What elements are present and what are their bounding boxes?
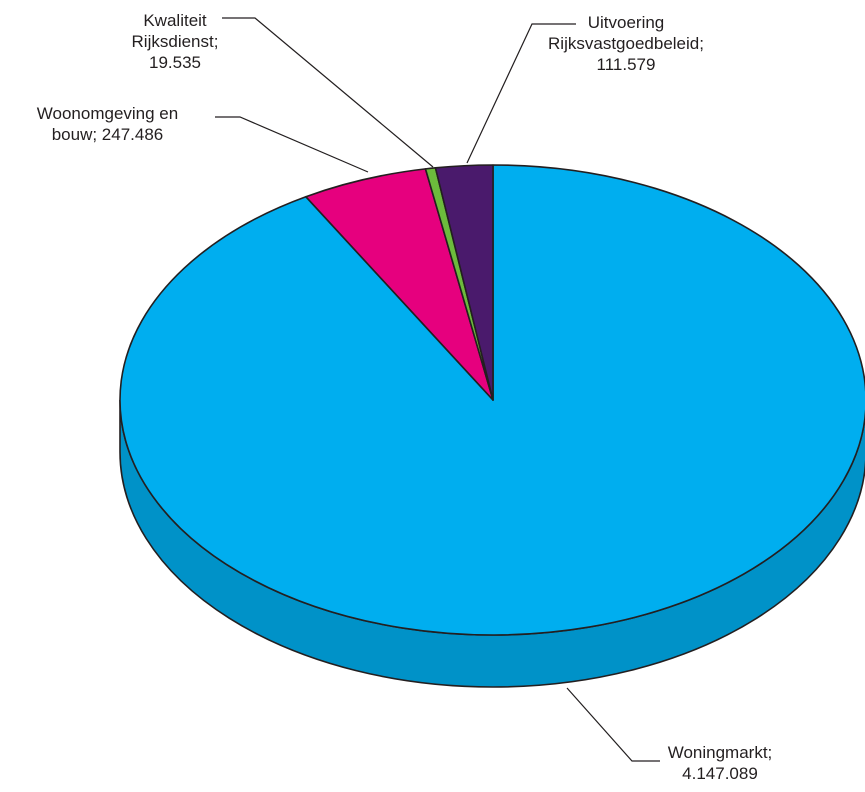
label-kwaliteit-rijksdienst: Kwaliteit Rijksdienst; 19.535 — [115, 10, 235, 73]
label-woningmarkt-line1: Woningmarkt; — [667, 743, 773, 762]
label-woonomgeving-en-bouw: Woonomgeving en bouw; 247.486 — [0, 103, 215, 145]
label-kwaliteit-line2: Rijksdienst; — [131, 32, 219, 51]
leader-woningmarkt — [566, 687, 660, 762]
label-woonomgeving-line1: Woonomgeving en — [36, 104, 179, 123]
pie-top-slices — [119, 164, 865, 636]
label-woningmarkt-value: 4.147.089 — [682, 764, 758, 783]
label-uitvoering-rijksvastgoedbeleid: Uitvoering Rijksvastgoedbeleid; 111.579 — [516, 12, 736, 75]
pie-slice-3 — [434, 164, 494, 401]
label-kwaliteit-value: 19.535 — [149, 53, 201, 72]
label-woonomgeving-line2: bouw; 247.486 — [51, 125, 164, 144]
leader-kwaliteit — [222, 17, 434, 168]
leader-lines — [215, 17, 660, 762]
leader-woonomgeving — [215, 116, 369, 173]
label-uitvoering-value: 111.579 — [596, 55, 656, 74]
label-kwaliteit-line1: Kwaliteit — [143, 11, 207, 30]
label-uitvoering-line1: Uitvoering — [587, 13, 665, 32]
leader-uitvoering — [466, 23, 576, 164]
label-uitvoering-line2: Rijksvastgoedbeleid; — [548, 34, 704, 53]
label-woningmarkt: Woningmarkt; 4.147.089 — [650, 742, 790, 784]
